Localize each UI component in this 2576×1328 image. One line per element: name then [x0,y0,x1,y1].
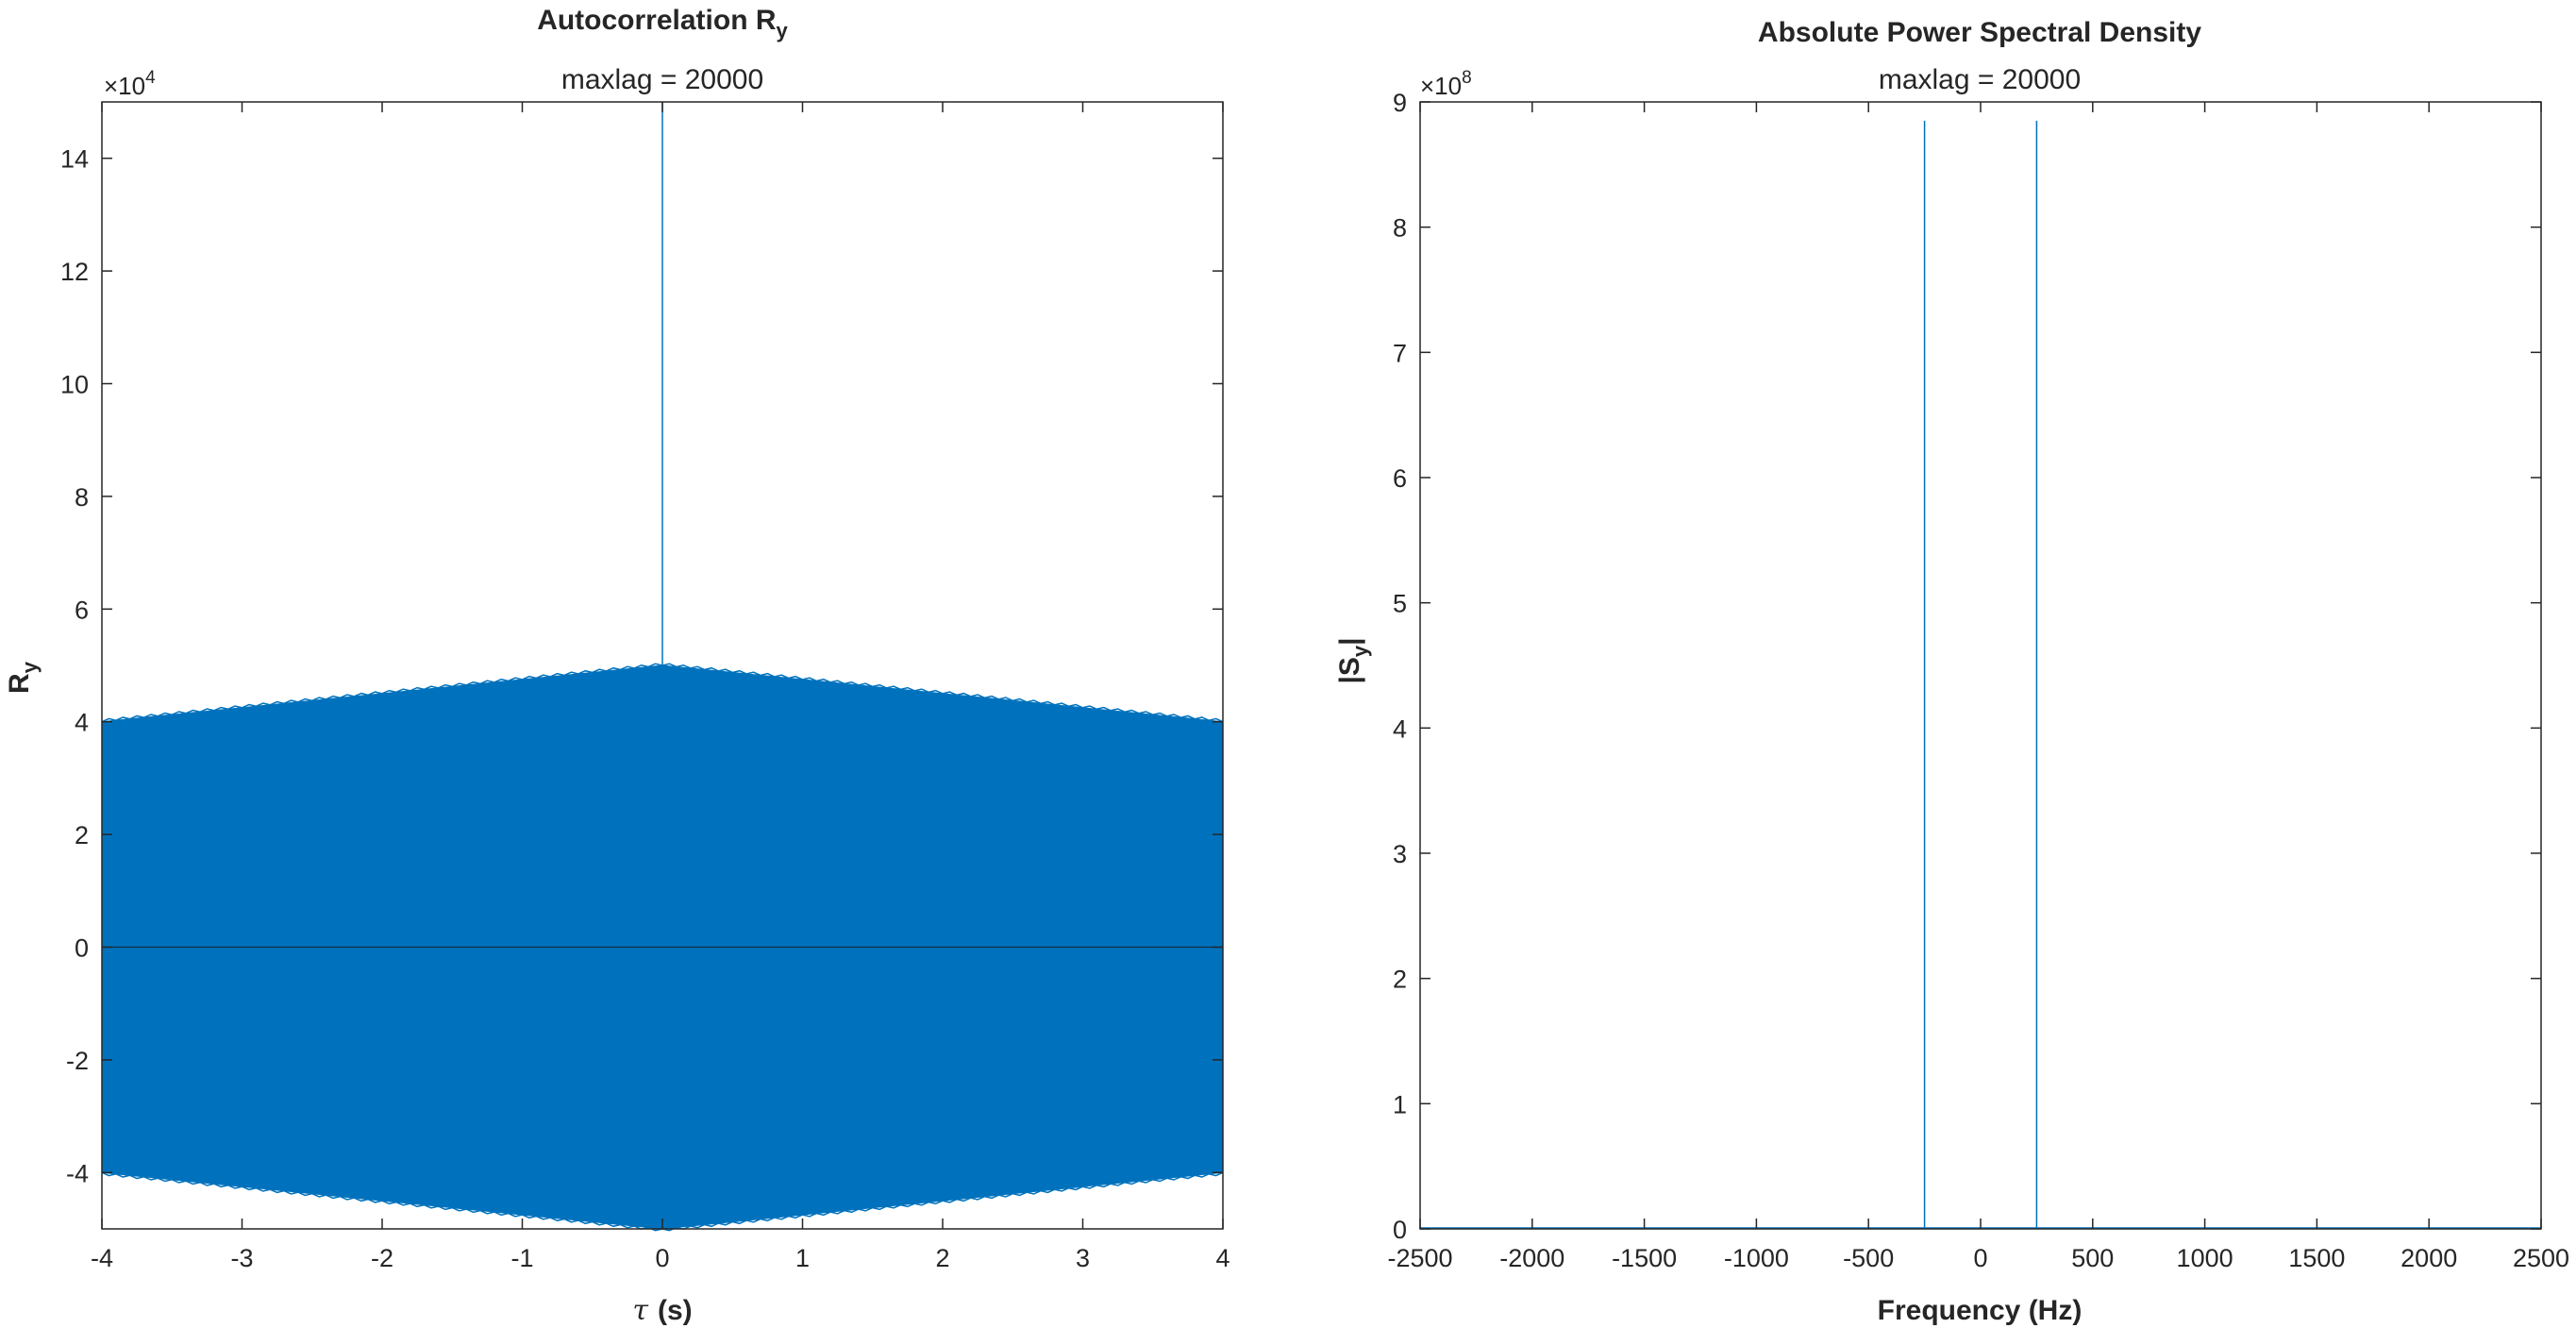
psd-y-tick-label: 1 [1393,1090,1407,1118]
autocorrelation-x-tick-label: 2 [935,1244,949,1272]
autocorrelation-x-tick-labels: -4 -3 -2 -1 0 1 2 3 4 [91,1244,1230,1272]
autocorrelation-x-tick-label: 4 [1215,1244,1229,1272]
autocorrelation-y-tick-label: 10 [60,371,89,399]
psd-y-tick-label: 9 [1393,89,1407,117]
psd-x-tick-label: 1000 [2177,1244,2233,1272]
autocorrelation-y-tick-label: 0 [75,934,89,963]
psd-x-tick-label: 2000 [2400,1244,2457,1272]
psd-x-tick-label: 1500 [2288,1244,2345,1272]
autocorrelation-y-exponent: ×104 [104,68,156,100]
psd-y-label: |Sy| [1334,637,1372,683]
autocorrelation-x-tick-label: 0 [655,1244,669,1272]
psd-y-tick-label: 0 [1393,1216,1407,1244]
autocorrelation-x-tick-label: -3 [230,1244,253,1272]
psd-plot-data [1420,120,2541,1229]
psd-y-tick-label: 4 [1393,714,1407,743]
autocorrelation-y-tick-label: 4 [75,709,89,737]
psd-y-tick-labels: 0 1 2 3 4 5 6 7 8 9 [1393,89,1407,1244]
autocorrelation-y-label: Ry [4,661,42,694]
autocorrelation-title: Autocorrelation Ry [537,5,788,42]
autocorrelation-y-tick-label: -2 [66,1047,89,1075]
psd-y-exponent: ×108 [1420,68,1472,100]
autocorrelation-y-tick-label: 2 [75,821,89,849]
psd-x-tick-label: -500 [1843,1244,1894,1272]
psd-y-tick-label: 7 [1393,339,1407,367]
psd-axes-box [1419,101,2542,1230]
psd-axes [1419,101,2542,1230]
autocorrelation-x-tick-label: -2 [371,1244,393,1272]
autocorrelation-x-tick-label: -4 [91,1244,113,1272]
autocorrelation-x-tick-label: 1 [795,1244,810,1272]
autocorrelation-x-tick-label: -1 [510,1244,533,1272]
psd-x-label: Frequency (Hz) [1878,1295,2083,1326]
psd-chart: -2500 -2000 -1500 -1000 -500 0 500 1000 1500 2000… [1334,17,2569,1326]
psd-y-tick-label: 6 [1393,464,1407,493]
autocorrelation-x-tick-label: 3 [1076,1244,1090,1272]
autocorrelation-plot-data [101,102,1224,1232]
psd-x-tick-label: -1500 [1612,1244,1677,1272]
psd-title: Absolute Power Spectral Density [1758,17,2201,48]
psd-x-tick-label: -2500 [1387,1244,1452,1272]
autocorrelation-y-tick-label: 14 [60,145,89,174]
psd-y-tick-label: 3 [1393,840,1407,868]
autocorrelation-subtitle: maxlag = 20000 [561,64,763,95]
psd-x-tick-label: -1000 [1724,1244,1789,1272]
autocorrelation-axes [101,101,1224,1230]
autocorrelation-y-tick-label: -4 [66,1159,89,1187]
autocorrelation-x-label: τ (s) [632,1294,692,1327]
psd-y-tick-label: 8 [1393,214,1407,243]
psd-y-tick-label: 5 [1393,590,1407,618]
psd-x-tick-label: 2500 [2513,1244,2569,1272]
psd-x-tick-label: -2000 [1499,1244,1564,1272]
autocorrelation-y-tick-label: 8 [75,483,89,512]
psd-x-tick-label: 0 [1973,1244,1987,1272]
autocorrelation-y-tick-label: 12 [60,258,89,286]
autocorrelation-y-tick-labels: -4 -2 0 2 4 6 8 10 12 14 [60,145,89,1188]
psd-y-tick-label: 2 [1393,966,1407,994]
psd-subtitle: maxlag = 20000 [1879,64,2081,95]
psd-x-tick-labels: -2500 -2000 -1500 -1000 -500 0 500 1000 1500 2000… [1387,1244,2569,1272]
psd-x-tick-label: 500 [2071,1244,2114,1272]
autocorrelation-y-tick-label: 6 [75,596,89,624]
